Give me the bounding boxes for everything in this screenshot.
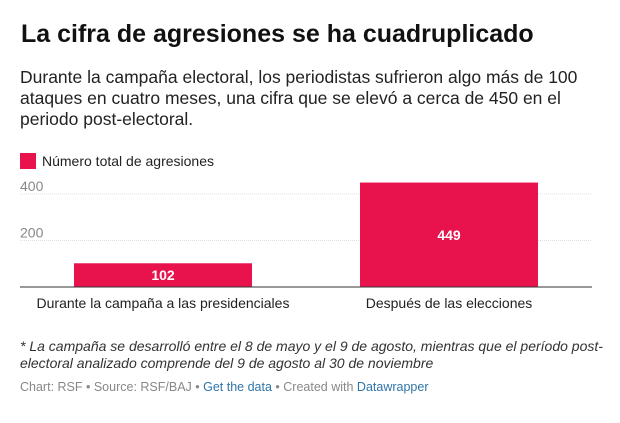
datawrapper-link[interactable]: Datawrapper (356, 380, 429, 394)
chart-title: La cifra de agresiones se ha cuadruplica… (21, 20, 534, 48)
bars (74, 182, 538, 287)
chart-footer: Chart: RSF • Source: RSF/BAJ • Get the d… (20, 379, 429, 395)
chart-notes: * La campaña se desarrolló entre el 8 de… (20, 338, 603, 371)
footer-separator: • (82, 380, 94, 394)
legend-swatch (20, 153, 36, 169)
footer-separator: • (191, 380, 204, 394)
legend: Número total de agresiones (20, 151, 214, 171)
footer-chart-credit: Chart: RSF (20, 380, 83, 394)
footer-separator: • (271, 380, 284, 394)
footer-created-with: Created with (283, 380, 357, 394)
bar (74, 263, 252, 287)
get-the-data-link[interactable]: Get the data (203, 380, 272, 394)
y-tick-label: 200 (20, 224, 44, 240)
bar-chart: 200 400 102 Durante la campaña a las presid… (20, 178, 592, 311)
category-label: Después de las elecciones (366, 295, 533, 311)
bar-value-label: 102 (151, 267, 175, 283)
labels: 200 400 102 Durante la campaña a las presid… (20, 178, 532, 311)
bar (360, 182, 538, 287)
legend-label: Número total de agresiones (42, 153, 214, 169)
bar-value-label: 449 (437, 227, 461, 243)
chart-subtitle: Durante la campaña electoral, los period… (20, 67, 578, 129)
y-tick-label: 400 (20, 178, 44, 194)
footer-source: Source: RSF/BAJ (93, 380, 192, 394)
category-label: Durante la campaña a las presidenciales (37, 295, 290, 311)
